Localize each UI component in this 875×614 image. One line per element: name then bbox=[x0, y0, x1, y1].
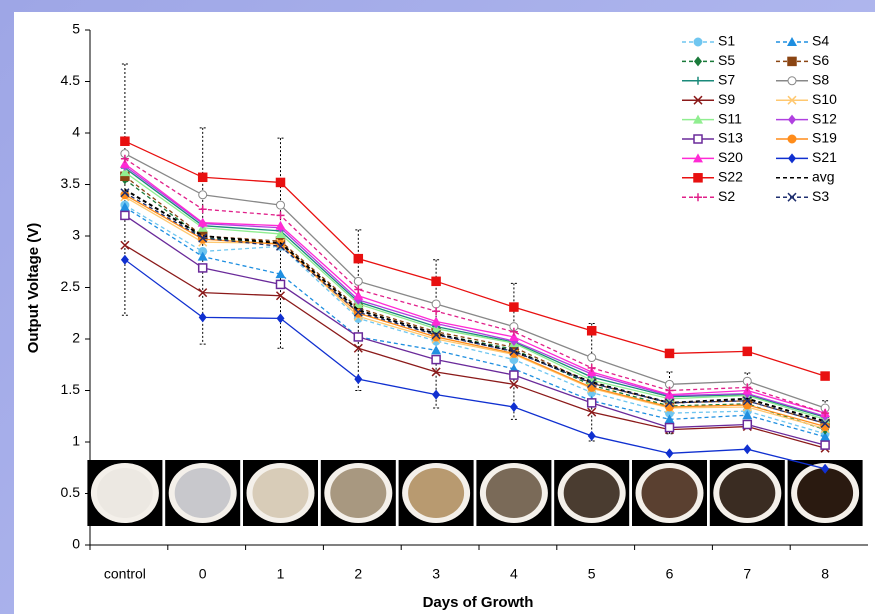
legend-label: S21 bbox=[812, 149, 837, 165]
y-tick-label: 0 bbox=[72, 536, 80, 552]
marker bbox=[432, 300, 440, 308]
y-tick-label: 5 bbox=[72, 21, 80, 37]
y-tick-label: 0.5 bbox=[61, 484, 81, 500]
x-tick-label: 8 bbox=[821, 566, 829, 582]
marker bbox=[666, 424, 674, 432]
x-tick-label: 1 bbox=[277, 566, 285, 582]
photo-content bbox=[253, 468, 309, 518]
x-tick-label: control bbox=[104, 566, 146, 582]
marker bbox=[588, 327, 596, 335]
legend-label: S6 bbox=[812, 52, 829, 68]
marker bbox=[666, 403, 674, 411]
y-axis-title: Output Voltage (V) bbox=[25, 223, 42, 354]
x-tick-label: 7 bbox=[743, 566, 751, 582]
x-axis-title: Days of Growth bbox=[423, 594, 534, 611]
marker bbox=[199, 173, 207, 181]
marker bbox=[694, 174, 702, 182]
marker bbox=[821, 372, 829, 380]
marker bbox=[694, 135, 702, 143]
x-tick-label: 5 bbox=[588, 566, 596, 582]
legend-label: S2 bbox=[718, 188, 735, 204]
legend-label: S1 bbox=[718, 33, 735, 49]
x-tick-label: 3 bbox=[432, 566, 440, 582]
legend-label: S4 bbox=[812, 33, 829, 49]
photo-content bbox=[175, 468, 231, 518]
marker bbox=[432, 277, 440, 285]
legend-label: S13 bbox=[718, 130, 743, 146]
marker bbox=[121, 137, 129, 145]
legend-label: S12 bbox=[812, 110, 837, 126]
marker bbox=[588, 354, 596, 362]
marker bbox=[199, 191, 207, 199]
marker bbox=[510, 303, 518, 311]
legend-label: S22 bbox=[718, 169, 743, 185]
photo-content bbox=[330, 468, 386, 518]
y-tick-label: 4.5 bbox=[61, 72, 81, 88]
marker bbox=[694, 38, 702, 46]
chart: Days of Growth Output Voltage (V) 0 0.5 1 1… bbox=[0, 0, 875, 614]
photo-content bbox=[564, 468, 620, 518]
marker bbox=[354, 277, 362, 285]
x-tick-label: 6 bbox=[666, 566, 674, 582]
photo-content bbox=[97, 468, 153, 518]
legend-label: S5 bbox=[718, 52, 735, 68]
marker bbox=[821, 441, 829, 449]
marker bbox=[666, 349, 674, 357]
photo-content bbox=[486, 468, 542, 518]
legend-label: avg bbox=[812, 169, 835, 185]
legend-label: S20 bbox=[718, 149, 743, 165]
legend-label: S7 bbox=[718, 72, 735, 88]
legend-label: S3 bbox=[812, 188, 829, 204]
y-tick-label: 1 bbox=[72, 433, 80, 449]
marker bbox=[354, 255, 362, 263]
y-tick-label: 2.5 bbox=[61, 278, 81, 294]
marker bbox=[510, 371, 518, 379]
marker bbox=[788, 77, 796, 85]
x-tick-label: 4 bbox=[510, 566, 518, 582]
marker bbox=[743, 401, 751, 409]
x-tick-label: 0 bbox=[199, 566, 207, 582]
marker bbox=[788, 135, 796, 143]
marker bbox=[354, 333, 362, 341]
y-tick-label: 3.5 bbox=[61, 175, 81, 191]
photo-content bbox=[797, 468, 853, 518]
marker bbox=[277, 178, 285, 186]
marker bbox=[588, 383, 596, 391]
legend-label: S9 bbox=[718, 91, 735, 107]
y-tick-label: 1.5 bbox=[61, 381, 81, 397]
page: {"chart_data": {"type": "line", "xlabel"… bbox=[0, 0, 875, 614]
marker bbox=[277, 280, 285, 288]
photo-content bbox=[719, 468, 775, 518]
legend-label: S10 bbox=[812, 91, 837, 107]
x-tick-label: 2 bbox=[354, 566, 362, 582]
y-tick-label: 4 bbox=[72, 124, 80, 140]
marker bbox=[743, 420, 751, 428]
legend-label: S8 bbox=[812, 72, 829, 88]
legend-label: S11 bbox=[718, 110, 742, 126]
legend-label: S19 bbox=[812, 130, 837, 146]
marker bbox=[277, 201, 285, 209]
marker bbox=[199, 264, 207, 272]
marker bbox=[788, 57, 796, 65]
y-tick-label: 2 bbox=[72, 330, 80, 346]
y-tick-label: 3 bbox=[72, 227, 80, 243]
marker bbox=[743, 347, 751, 355]
photo-content bbox=[408, 468, 464, 518]
marker bbox=[588, 399, 596, 407]
photo-content bbox=[642, 468, 698, 518]
marker bbox=[121, 211, 129, 219]
marker bbox=[432, 356, 440, 364]
